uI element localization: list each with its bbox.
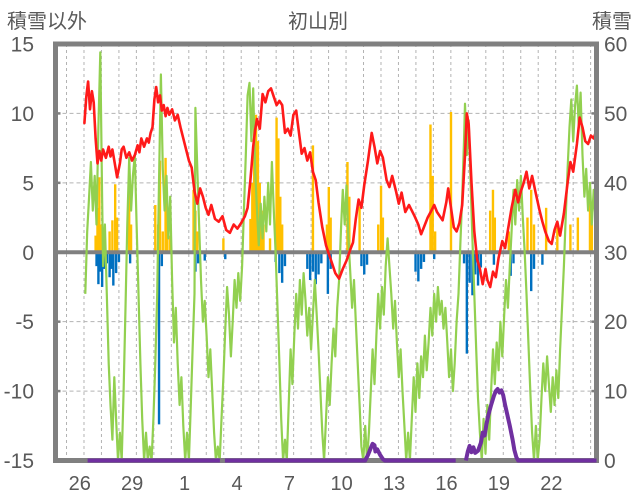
x-axis-tick-label: 10 (331, 473, 353, 495)
x-axis-tick-label: 4 (231, 473, 242, 495)
temperature-line (83, 80, 598, 289)
left-axis-tick-label: -10 (4, 381, 34, 404)
right-axis-title: 積雪 (592, 11, 632, 33)
x-axis-tick-label: 13 (383, 473, 405, 495)
snow-depth-line (224, 441, 456, 463)
left-axis-tick-label: 0 (22, 242, 34, 265)
right-axis-tick-label: 20 (604, 311, 627, 334)
right-axis-tick-label: 30 (604, 242, 627, 265)
left-axis-tick-label: 15 (11, 34, 34, 57)
right-axis-tick-label: 0 (604, 450, 616, 473)
right-axis-tick-label: 60 (604, 34, 627, 57)
chart-title: 初山別 (288, 11, 348, 33)
right-axis-tick-label: 10 (604, 381, 627, 404)
right-axis-tick-label: 50 (604, 103, 627, 126)
x-axis-tick-label: 7 (284, 473, 295, 495)
left-axis-title: 積雪以外 (7, 11, 87, 33)
right-axis-tick-label: 40 (604, 172, 627, 195)
x-axis-tick-label: 29 (121, 473, 143, 495)
x-axis-tick-label: 16 (435, 473, 457, 495)
left-axis-tick-label: -15 (4, 450, 34, 473)
left-axis-tick-label: 10 (11, 103, 34, 126)
x-axis-tick-label: 22 (540, 473, 562, 495)
green-series-line (84, 51, 598, 462)
snow-depth-line (463, 387, 597, 463)
x-axis-tick-label: 26 (69, 473, 91, 495)
left-axis-tick-label: 5 (22, 172, 34, 195)
x-axis-tick-label: 19 (488, 473, 510, 495)
left-axis-tick-label: -5 (15, 311, 34, 334)
x-axis-tick-label: 1 (179, 473, 190, 495)
